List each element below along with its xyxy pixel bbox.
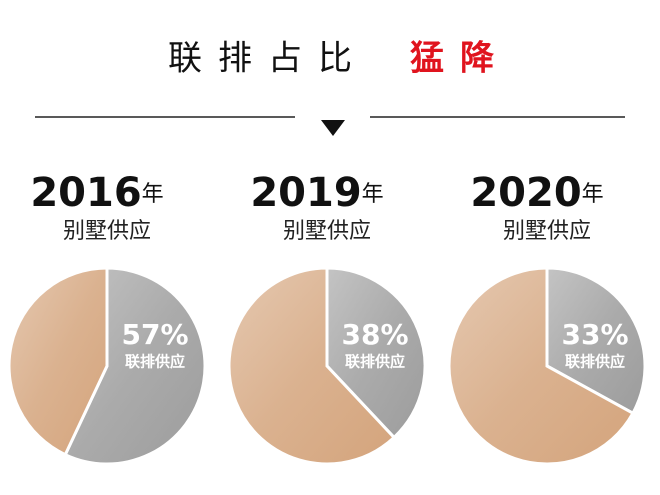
- arrow: [321, 120, 345, 136]
- year: 2016: [30, 170, 141, 216]
- value-label: 57%: [121, 318, 188, 351]
- year-label: 2016年: [30, 170, 163, 216]
- pie-slice: [325, 266, 427, 440]
- category-label: 联排供应: [125, 353, 185, 371]
- year-label: 2019年: [250, 170, 383, 216]
- subtitle: 别墅供应: [63, 219, 151, 244]
- subtitle: 别墅供应: [283, 219, 371, 244]
- category-label: 联排供应: [345, 353, 405, 371]
- title: 联排占比: [168, 39, 368, 79]
- value-label: 38%: [341, 318, 408, 351]
- title-highlight: 猛降: [410, 39, 510, 79]
- value-label: 33%: [561, 318, 628, 351]
- pie-slice: [7, 266, 109, 457]
- pie-slice: [227, 266, 397, 466]
- pie-slice: [447, 266, 635, 466]
- subtitle: 别墅供应: [503, 219, 591, 244]
- year-label: 2020年: [470, 170, 603, 216]
- year: 2019: [250, 170, 361, 216]
- year-suffix: 年: [362, 182, 384, 207]
- category-label: 联排供应: [565, 353, 625, 371]
- year-suffix: 年: [142, 182, 164, 207]
- year-suffix: 年: [582, 182, 604, 207]
- year: 2020: [470, 170, 581, 216]
- pie-slice: [63, 266, 207, 466]
- pie-slice: [545, 266, 647, 416]
